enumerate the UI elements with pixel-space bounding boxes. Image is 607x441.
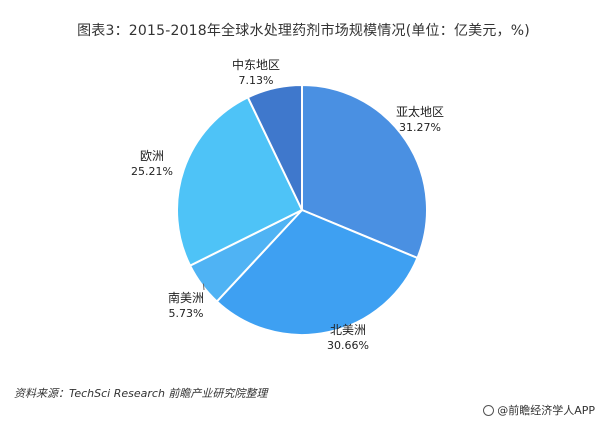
slice-2-name-label: 北美洲 — [330, 323, 366, 337]
slice-5-value-label: 7.13% — [239, 74, 274, 87]
slice-3-name-label: 南美洲 — [168, 290, 204, 305]
source-note: 资料来源：TechSci Research 前瞻产业研究院整理 — [14, 387, 268, 400]
slice-1-wedge — [301, 83, 428, 260]
chart-title: 图表3：2015-2018年全球水处理药剂市场规模情况(单位：亿美元，%) — [77, 23, 530, 39]
slice-2-wedge — [215, 208, 419, 336]
circle-logo-icon — [483, 405, 495, 416]
slice-2-value-label: 30.66% — [327, 339, 369, 352]
slice-5-name-label: 中东地区 — [232, 57, 280, 72]
slice-4-value-label: 25.21% — [131, 165, 173, 178]
brand-text: @前瞻经济学人APP — [497, 404, 595, 417]
slice-4-wedge — [176, 96, 304, 267]
brand-footer: @前瞻经济学人APP — [483, 402, 595, 418]
slice-3-value-label: 5.73% — [169, 307, 204, 320]
slice-1-name-label: 亚太地区 — [396, 104, 444, 119]
slice-5-wedge — [246, 83, 303, 211]
leader-lines — [202, 283, 205, 291]
slice-1-value-label: 31.27% — [399, 121, 441, 134]
pie-slices — [176, 83, 428, 336]
slice-3-leader-line — [202, 283, 205, 291]
slice-4-name-label: 欧洲 — [140, 149, 164, 163]
slice-labels: 亚太地区 31.27% 北美洲 30.66% 南美洲 5.73% 欧洲 25.21% 中东地区 7… — [131, 57, 444, 352]
